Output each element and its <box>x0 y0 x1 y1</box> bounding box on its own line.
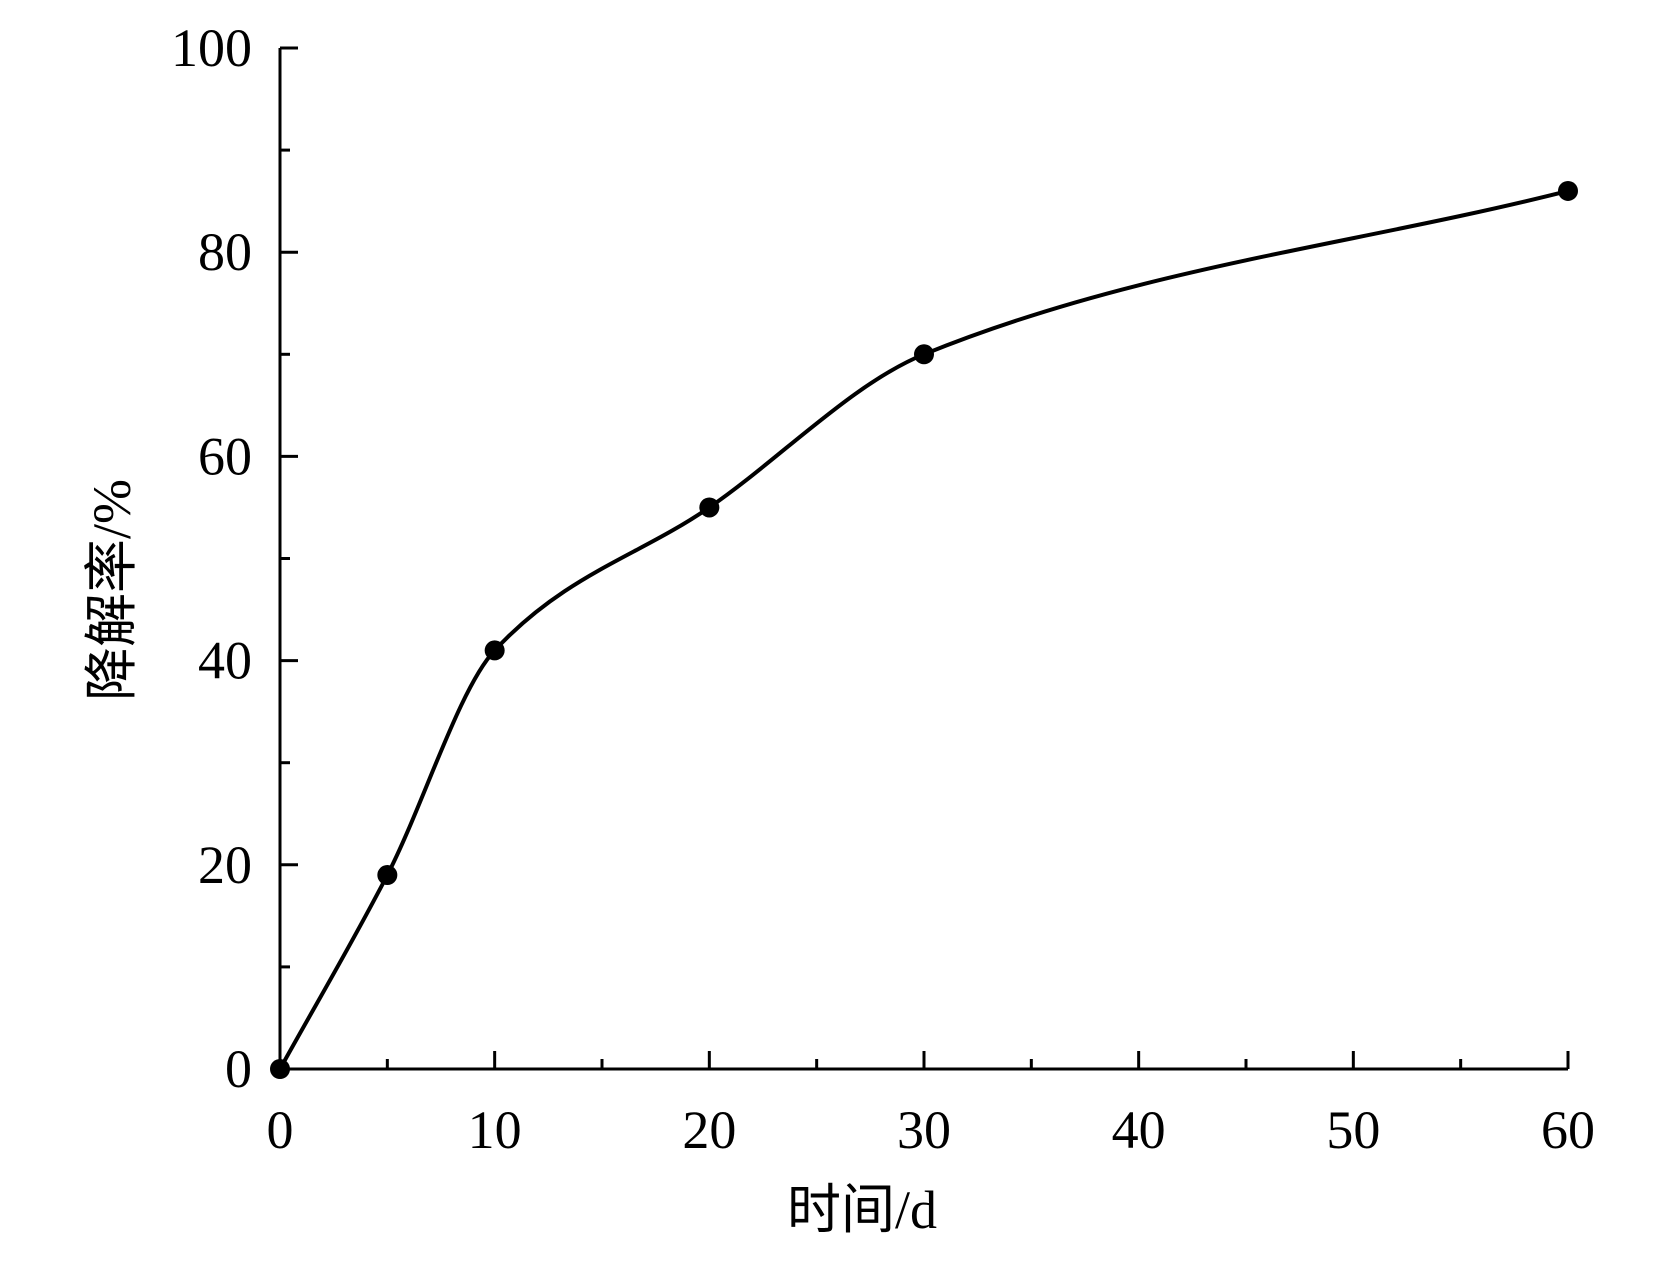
y-tick-label: 100 <box>171 18 252 78</box>
x-tick-label: 40 <box>1112 1100 1166 1160</box>
data-point-marker <box>914 344 934 365</box>
data-point-marker <box>1558 180 1578 201</box>
x-tick-label: 10 <box>468 1100 522 1160</box>
y-tick-label: 40 <box>198 631 252 691</box>
series-layer <box>270 180 1578 1079</box>
labels-layer: 时间/d 降解率/% <box>82 479 937 1240</box>
data-point-marker <box>484 640 505 661</box>
y-tick-label: 0 <box>225 1039 252 1099</box>
data-point-marker <box>270 1059 290 1079</box>
x-tick-label: 60 <box>1541 1100 1595 1160</box>
x-axis-label: 时间/d <box>787 1180 937 1240</box>
series-line <box>278 188 1570 1071</box>
data-point-marker <box>377 865 398 886</box>
x-tick-label: 50 <box>1326 1100 1380 1160</box>
y-tick-label: 20 <box>198 835 252 895</box>
data-point-marker <box>699 497 720 518</box>
x-tick-label: 30 <box>897 1100 951 1160</box>
x-tick-label: 20 <box>682 1100 736 1160</box>
x-tick-label: 0 <box>267 1100 294 1160</box>
y-tick-label: 60 <box>198 426 252 486</box>
y-tick-label: 80 <box>198 222 252 282</box>
axes-layer <box>278 48 1568 1071</box>
y-axis-label: 降解率/% <box>82 479 142 701</box>
ticks-layer: 0 10 20 30 40 50 60 0 20 40 60 80 100 <box>171 18 1595 1160</box>
